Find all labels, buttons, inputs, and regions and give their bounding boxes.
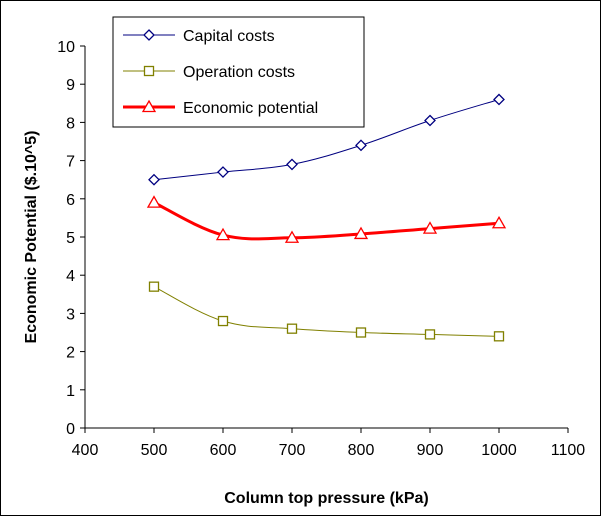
series-operation-costs	[148, 281, 505, 342]
series-line	[153, 201, 500, 241]
y-tick-label: 9	[66, 77, 75, 94]
legend: Capital costs Operation costs Economic pot…	[112, 16, 365, 128]
x-tick-label: 700	[279, 442, 306, 459]
y-tick-label: 3	[66, 306, 75, 323]
x-tick-label: 600	[210, 442, 237, 459]
legend-item: Operation costs	[123, 64, 295, 81]
series-capital-costs	[148, 93, 505, 186]
data-point	[355, 139, 367, 152]
data-point	[493, 331, 505, 342]
series-layer	[146, 93, 507, 342]
x-tick-label: 800	[348, 442, 375, 459]
data-point	[146, 195, 162, 208]
y-tick-label: 8	[66, 115, 75, 132]
y-tick-label: 2	[66, 345, 75, 362]
x-tick-label: 500	[141, 442, 168, 459]
data-point	[215, 227, 231, 241]
y-tick-label: 1	[66, 383, 75, 400]
y-tick-label: 4	[66, 268, 75, 285]
x-tick-label: 900	[417, 442, 444, 459]
series-line	[153, 286, 500, 337]
data-point	[353, 226, 369, 240]
series-economic-potential	[146, 195, 507, 243]
y-tick-label: 6	[66, 192, 75, 209]
legend-label: Capital costs	[183, 28, 275, 45]
series-line	[153, 99, 500, 181]
y-tick-label: 10	[57, 39, 75, 56]
data-point	[355, 327, 367, 338]
data-point	[217, 315, 229, 327]
tick-labels: 0 1 2 3 4 5 6 7 8 9 10 400 500 600 700 800 900 1000 1100	[57, 39, 585, 459]
y-tick-label: 5	[66, 230, 75, 247]
legend-label: Economic potential	[183, 100, 318, 117]
legend-marker	[141, 99, 157, 113]
legend-marker	[143, 29, 155, 41]
x-tick-label: 1000	[481, 442, 517, 459]
x-axis-label: Column top pressure (kPa)	[224, 490, 428, 507]
y-axis-label: Economic Potential ($.10^5)	[23, 131, 40, 344]
legend-item: Economic potential	[123, 99, 318, 117]
data-point	[148, 281, 160, 292]
legend-label: Operation costs	[183, 64, 295, 81]
data-point	[286, 323, 298, 334]
data-point	[217, 166, 229, 178]
x-tick-label: 1100	[551, 442, 586, 459]
data-point	[424, 329, 436, 340]
data-point	[286, 158, 298, 171]
y-tick-label: 7	[66, 154, 75, 171]
data-point	[493, 93, 505, 106]
tick-marks	[80, 45, 569, 433]
legend-marker	[143, 65, 155, 77]
x-tick-label: 400	[72, 442, 99, 459]
data-point	[424, 114, 436, 127]
data-point	[422, 221, 438, 234]
data-point	[148, 173, 160, 186]
y-tick-label: 0	[66, 421, 75, 438]
legend-item: Capital costs	[123, 28, 275, 45]
data-point	[491, 215, 507, 229]
data-point	[284, 230, 300, 243]
